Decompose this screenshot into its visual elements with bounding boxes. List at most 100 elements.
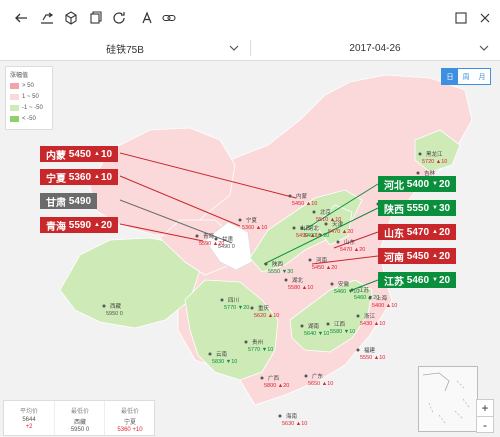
selector-bar: 硅铁75B 2017-04-26 (0, 36, 500, 61)
callout-gansu[interactable]: 甘肃 5490 (40, 193, 98, 209)
callout-dir: ▲ (94, 174, 100, 180)
leader-line (119, 175, 241, 227)
stats-header: 最低价 (120, 409, 139, 415)
callout-change: 20 (438, 274, 451, 286)
product-select-value: 硅铁75B (106, 44, 144, 56)
period-toggle: 日 周 月 (441, 68, 491, 85)
window-icon[interactable] (452, 9, 470, 27)
callout-dir: ▲ (94, 222, 100, 228)
callout-qinghai[interactable]: 青海 5590 ▲ 20 (40, 217, 119, 233)
callout-dir: ▲ (432, 229, 438, 235)
legend-swatch (10, 94, 19, 100)
leader-line (351, 279, 379, 291)
legend-item: -1 ~ -50 (10, 105, 43, 111)
legend-label: -1 ~ -50 (22, 105, 43, 111)
stats-header: 平均价 (19, 409, 38, 415)
leader-line (311, 255, 379, 265)
product-select[interactable]: 硅铁75B (0, 36, 250, 60)
legend-label: < -50 (22, 116, 36, 122)
callout-dir: ▲ (432, 253, 438, 259)
south-sea-map (422, 372, 470, 424)
callout-change: 20 (100, 219, 113, 231)
stats-panel: 平均价 5644 +2 最低价 西藏 5950 0 最低价 宁夏 5360 +1… (3, 400, 155, 436)
callout-dir: ▲ (94, 151, 100, 157)
map-hebei (314, 204, 353, 246)
map-tibet (59, 237, 201, 329)
callout-shaanxi[interactable]: 陕西 5550 ▼ 30 (378, 200, 457, 216)
chevron-down-icon (229, 45, 239, 51)
callout-hebei[interactable]: 河北 5400 ▼ 20 (378, 176, 457, 192)
stats-delta: +2 (25, 424, 33, 430)
zoom-control: + - (476, 399, 494, 433)
zoom-out-button[interactable]: - (477, 416, 493, 433)
toolbar (0, 0, 500, 37)
leader-line (263, 207, 379, 265)
callout-name: 青海 (46, 221, 66, 233)
legend-item: > 50 (10, 83, 34, 89)
callout-price: 5400 (406, 178, 430, 190)
stats-low-2: 最低价 宁夏 5360 +10 (104, 401, 155, 435)
stats-value: 西藏 (73, 420, 86, 426)
leader-line (119, 223, 204, 242)
callout-price: 5460 (406, 274, 430, 286)
china-map[interactable] (0, 61, 500, 437)
stats-delta: 5360 +10 (117, 427, 143, 433)
copy-icon[interactable] (86, 9, 104, 27)
stats-header: 最低价 (70, 409, 89, 415)
date-select-value: 2017-04-26 (349, 42, 401, 54)
callout-name: 河北 (384, 180, 404, 192)
refresh-icon[interactable] (110, 9, 128, 27)
period-month-button[interactable]: 月 (478, 73, 486, 81)
callout-jiangsu[interactable]: 江苏 5460 ▼ 20 (378, 272, 457, 288)
callout-price: 5450 (406, 250, 430, 262)
south-sea-inset (418, 366, 478, 432)
legend-swatch (10, 83, 19, 89)
legend-title: 涨幅值 (10, 73, 29, 79)
leader-line (333, 231, 379, 249)
callout-change: 20 (438, 178, 451, 190)
map-southwest (184, 279, 279, 381)
callout-name: 宁夏 (46, 173, 66, 185)
callout-henan[interactable]: 河南 5450 ▲ 20 (378, 248, 457, 264)
callout-name: 河南 (384, 252, 404, 264)
callout-dir: ▼ (432, 205, 438, 211)
date-select[interactable]: 2017-04-26 (250, 36, 500, 60)
leader-line (119, 152, 297, 199)
stats-average: 平均价 5644 +2 (4, 401, 54, 435)
chevron-down-icon (479, 45, 489, 51)
legend-item: 1 ~ 50 (10, 94, 39, 100)
cube-icon[interactable] (62, 9, 80, 27)
map-gansu (204, 221, 253, 271)
legend-item: < -50 (10, 116, 36, 122)
callout-change: 10 (100, 171, 113, 183)
stats-value: 5644 (22, 417, 36, 423)
period-week-button[interactable]: 周 (462, 73, 470, 81)
stats-delta: 5950 0 (70, 427, 90, 433)
callout-dir: ▼ (432, 181, 438, 187)
legend: 涨幅值 > 50 1 ~ 50 -1 ~ -50 < -50 (5, 66, 53, 130)
legend-swatch (10, 105, 19, 111)
callout-price: 5590 (68, 219, 92, 231)
zoom-in-button[interactable]: + (481, 401, 489, 415)
callout-name: 江苏 (384, 276, 404, 288)
period-day-button[interactable]: 日 (442, 69, 458, 84)
callout-dir: ▼ (432, 277, 438, 283)
leader-lines (119, 152, 379, 291)
leader-line (119, 199, 233, 244)
share-icon[interactable] (38, 9, 56, 27)
map-heilongjiang (414, 129, 461, 173)
callout-price: 5450 (68, 148, 92, 160)
close-icon[interactable] (476, 9, 494, 27)
callout-price: 5360 (68, 171, 92, 183)
text-icon[interactable] (138, 9, 156, 27)
callout-name: 山东 (384, 228, 404, 240)
callout-neimeng[interactable]: 内蒙 5450 ▲ 10 (40, 146, 119, 162)
callout-change: 20 (438, 250, 451, 262)
back-arrow-icon[interactable] (12, 9, 30, 27)
callout-name: 陕西 (384, 204, 404, 216)
callout-ningxia[interactable]: 宁夏 5360 ▲ 10 (40, 169, 119, 185)
callout-shandong[interactable]: 山东 5470 ▲ 20 (378, 224, 457, 240)
callout-change: 10 (100, 148, 113, 160)
link-icon[interactable] (160, 9, 178, 27)
legend-label: 1 ~ 50 (22, 94, 39, 100)
